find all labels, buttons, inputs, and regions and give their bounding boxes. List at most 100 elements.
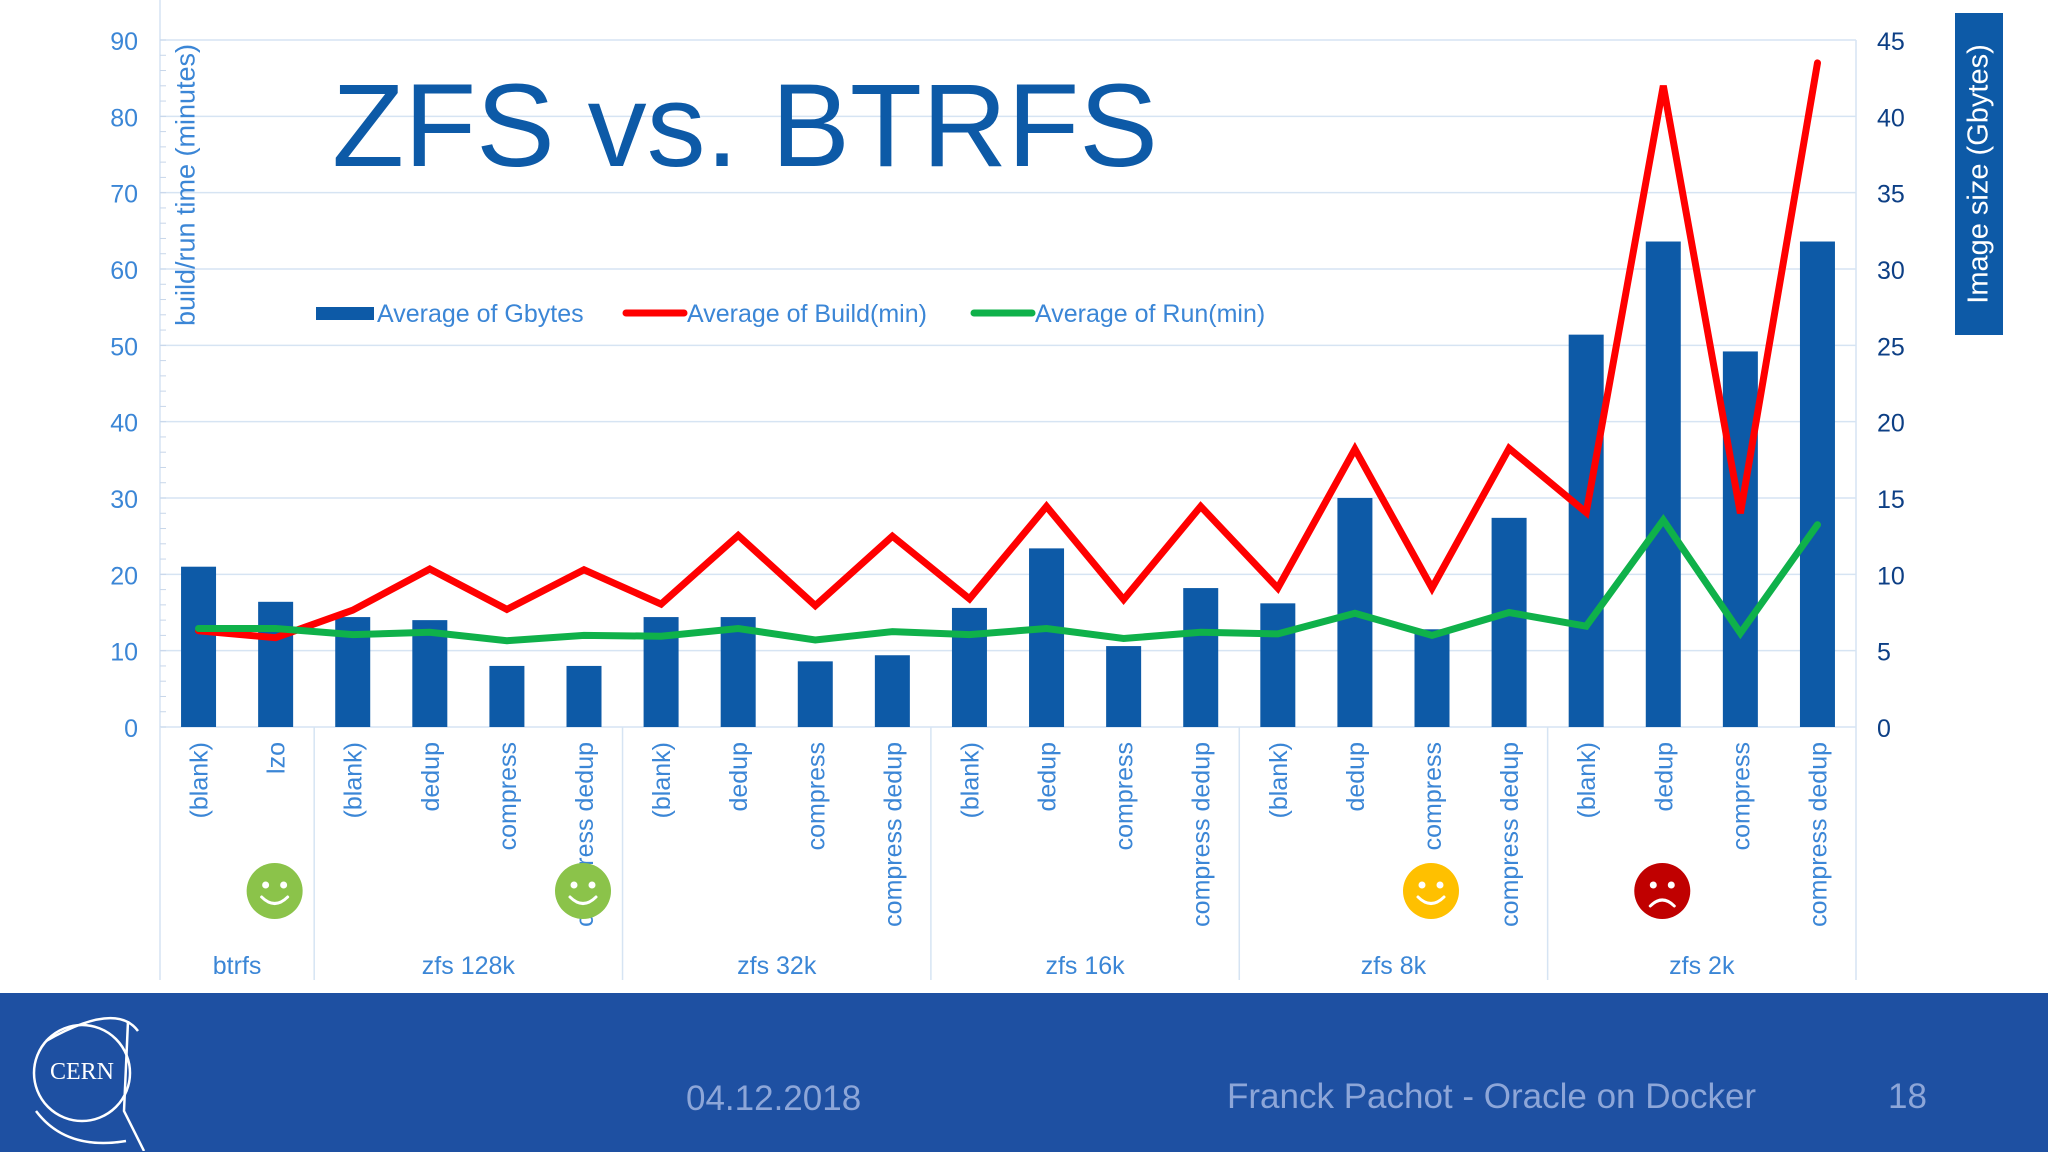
group-label: zfs 128k (422, 952, 516, 980)
x-axis: (blank) lzo (blank) dedup compress compress d… (159, 727, 1857, 980)
legend-label: Average of Build(min) (687, 300, 927, 328)
y-tick-label: 70 (110, 181, 138, 209)
legend-label: Average of Run(min) (1035, 300, 1265, 328)
y2-tick-label: 10 (1877, 562, 1905, 590)
y-tick-label: 20 (110, 562, 138, 590)
bar (566, 665, 602, 727)
x-tick-label: (blank) (340, 742, 368, 818)
face (555, 863, 611, 919)
bar (412, 620, 448, 727)
bar (1568, 334, 1604, 727)
legend-item: Average of Run(min) (970, 300, 1265, 328)
y2-axis-ticks: 0 5 10 15 20 25 30 35 40 45 (1877, 28, 1905, 743)
smiley-icon (1403, 863, 1459, 919)
y2-tick-label: 40 (1877, 104, 1905, 132)
x-tick-label: compress (1727, 742, 1755, 850)
group-label: zfs 2k (1669, 952, 1735, 980)
x-tick-label: compress dedup (879, 742, 907, 927)
y2-tick-label: 0 (1877, 715, 1891, 743)
face (1634, 863, 1691, 919)
x-tick-label: compress (802, 742, 830, 850)
footer-date: 04.12.2018 (686, 1079, 862, 1118)
y-axis-label: build/run time (minutes) (170, 43, 201, 327)
mouth (1416, 895, 1446, 905)
group-label: zfs 32k (737, 952, 817, 980)
eye (1436, 881, 1444, 889)
x-tick-label: dedup (1034, 742, 1062, 812)
bar (1029, 548, 1065, 727)
bar (1722, 351, 1758, 727)
line-series (195, 59, 1821, 645)
legend-item: Average of Build(min) (622, 300, 927, 328)
bar (951, 607, 987, 727)
y-tick-label: 10 (110, 639, 138, 667)
y-tick-label: 0 (124, 715, 138, 743)
bar (1260, 603, 1296, 727)
chart-title: ZFS vs. BTRFS (332, 60, 1158, 192)
x-tick-label: dedup (725, 742, 753, 812)
y-tick-label: 30 (110, 486, 138, 514)
x-tick-label: (blank) (1265, 742, 1293, 818)
mouth (260, 895, 290, 905)
frown-icon (1634, 863, 1691, 919)
y2-tick-label: 5 (1877, 639, 1891, 667)
face (1403, 863, 1459, 919)
legend-label: Average of Gbytes (377, 300, 584, 328)
y-axis-ticks: 0 10 20 30 40 50 60 70 80 90 (110, 28, 138, 743)
mouth (1648, 898, 1676, 908)
y-tick-label: 40 (110, 410, 138, 438)
line-run-min (195, 514, 1821, 645)
x-tick-label: compress (1419, 742, 1447, 850)
bar (489, 665, 525, 727)
eye (570, 881, 578, 889)
legend: Average of Gbytes Average of Build(min) Av… (316, 300, 1265, 328)
slide-footer: CERN 04.12.2018 Franck Pachot - Oracle o… (0, 993, 2048, 1152)
group-label: btrfs (213, 952, 262, 980)
bar (1645, 241, 1681, 727)
bar (1414, 629, 1450, 727)
mood-markers (246, 863, 1691, 919)
y2-tick-label: 20 (1877, 410, 1905, 438)
cern-logo: CERN (32, 1016, 146, 1151)
x-tick-label: (blank) (186, 742, 214, 818)
face (246, 863, 303, 919)
y-tick-label: 50 (110, 333, 138, 361)
eye (1667, 881, 1675, 889)
logo-text: CERN (50, 1059, 114, 1085)
x-tick-label: compress dedup (1804, 742, 1832, 927)
bar (874, 655, 910, 727)
x-tick-label: compress (1111, 742, 1139, 850)
x-tick-label: compress dedup (1496, 742, 1524, 927)
bar (720, 617, 756, 727)
y2-tick-label: 25 (1877, 333, 1905, 361)
y-tick-label: 60 (110, 257, 138, 285)
mouth (568, 895, 598, 905)
x-tick-label: (blank) (956, 742, 984, 818)
y-tick-label: 80 (110, 104, 138, 132)
eye (280, 881, 288, 889)
x-tick-label: dedup (1650, 742, 1678, 812)
x-tick-label: (blank) (1573, 742, 1601, 818)
eye (1418, 881, 1426, 889)
eye (262, 881, 270, 889)
bar (797, 661, 833, 727)
y2-tick-label: 15 (1877, 486, 1905, 514)
bar (1799, 241, 1835, 727)
bar (1183, 588, 1219, 727)
group-label: zfs 16k (1045, 952, 1125, 980)
smiley-icon (246, 863, 303, 919)
eye (1649, 881, 1657, 889)
legend-swatch (316, 307, 374, 320)
y2-axis-label: Image size (Gbytes) (1962, 44, 1995, 304)
y2-tick-label: 30 (1877, 257, 1905, 285)
x-tick-label: (blank) (648, 742, 676, 818)
bar (1491, 517, 1527, 727)
eye (588, 881, 596, 889)
bar (258, 601, 294, 727)
x-tick-label: lzo (263, 742, 291, 774)
group-label: zfs 8k (1361, 952, 1427, 980)
x-tick-label: dedup (417, 742, 445, 812)
legend-item: Average of Gbytes (316, 300, 584, 328)
x-tick-label: compress (494, 742, 522, 850)
y2-tick-label: 45 (1877, 28, 1905, 56)
